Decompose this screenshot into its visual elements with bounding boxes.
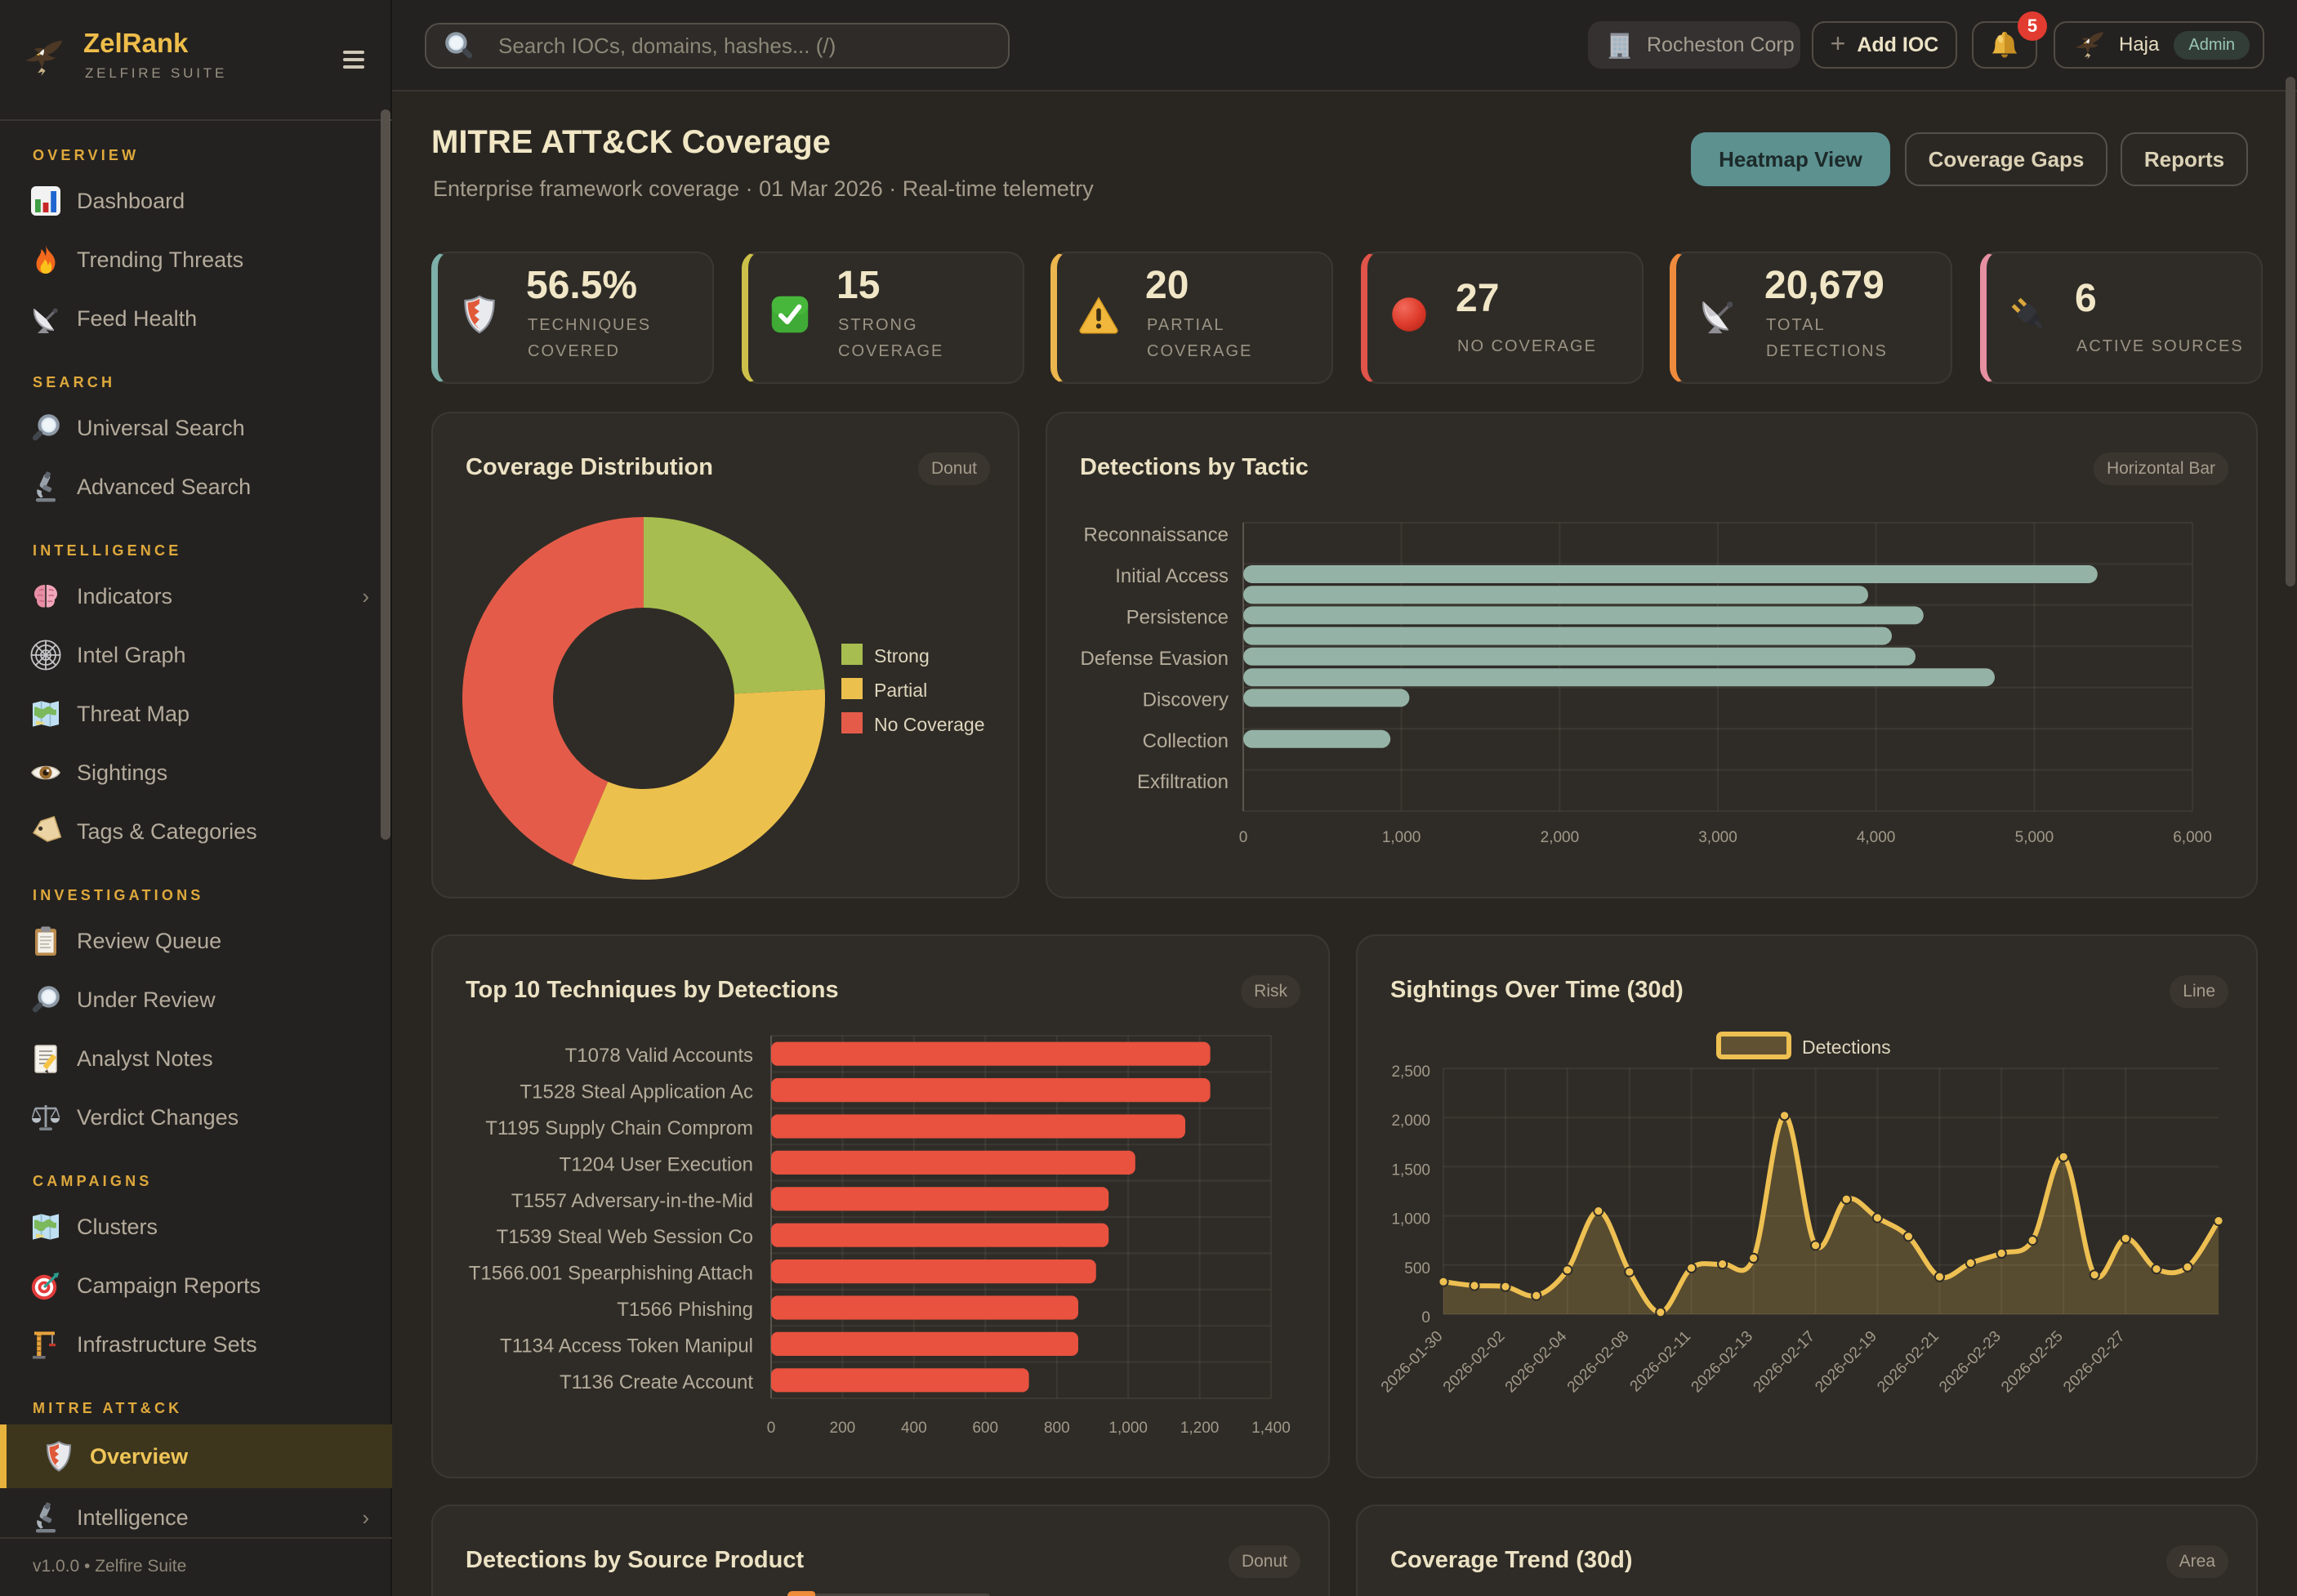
svg-text:2026-02-25: 2026-02-25	[1998, 1328, 2067, 1397]
svg-text:1,000: 1,000	[1108, 1420, 1148, 1437]
svg-text:500: 500	[1404, 1260, 1430, 1277]
svg-text:2026-02-21: 2026-02-21	[1874, 1328, 1942, 1397]
svg-text:T1528 Steal Application Ac: T1528 Steal Application Ac	[520, 1081, 753, 1103]
svg-text:Exfiltration: Exfiltration	[1137, 771, 1229, 793]
svg-text:5,000: 5,000	[2015, 829, 2054, 846]
svg-text:200: 200	[830, 1420, 856, 1437]
svg-text:2026-02-23: 2026-02-23	[1936, 1328, 2005, 1397]
svg-text:2,500: 2,500	[1391, 1063, 1430, 1081]
svg-text:2026-02-19: 2026-02-19	[1812, 1328, 1880, 1397]
svg-text:0: 0	[767, 1420, 776, 1437]
svg-text:Detections: Detections	[1802, 1037, 1891, 1058]
svg-text:1,000: 1,000	[1391, 1211, 1430, 1228]
svg-text:6,000: 6,000	[2173, 829, 2212, 846]
svg-text:T1195 Supply Chain Comprom: T1195 Supply Chain Comprom	[485, 1117, 753, 1139]
svg-text:T1566.001 Spearphishing Attach: T1566.001 Spearphishing Attach	[469, 1263, 753, 1285]
svg-text:Defense Evasion: Defense Evasion	[1081, 648, 1229, 670]
svg-text:2,000: 2,000	[1541, 829, 1580, 846]
svg-text:No Coverage: No Coverage	[874, 714, 985, 735]
svg-text:Reconnaissance: Reconnaissance	[1084, 524, 1229, 546]
svg-text:2,000: 2,000	[1391, 1112, 1430, 1130]
svg-text:2026-02-02: 2026-02-02	[1440, 1328, 1509, 1397]
svg-text:2026-02-11: 2026-02-11	[1627, 1328, 1695, 1396]
svg-text:Persistence: Persistence	[1126, 606, 1229, 628]
svg-text:T1204 User Execution: T1204 User Execution	[560, 1153, 753, 1175]
svg-text:Initial Access: Initial Access	[1115, 565, 1229, 587]
svg-text:0: 0	[1239, 829, 1248, 846]
svg-text:T1134 Access Token Manipul: T1134 Access Token Manipul	[500, 1335, 753, 1357]
svg-text:1,400: 1,400	[1251, 1420, 1291, 1437]
svg-text:T1566 Phishing: T1566 Phishing	[617, 1299, 753, 1321]
svg-text:1,200: 1,200	[1180, 1420, 1220, 1437]
svg-text:3,000: 3,000	[1698, 829, 1737, 846]
svg-text:800: 800	[1044, 1420, 1070, 1437]
svg-text:2026-01-30: 2026-01-30	[1378, 1328, 1447, 1397]
svg-text:Partial: Partial	[874, 680, 927, 701]
svg-text:T1136 Create Account: T1136 Create Account	[560, 1371, 753, 1393]
svg-text:2026-02-27: 2026-02-27	[2060, 1328, 2129, 1397]
svg-text:400: 400	[901, 1420, 927, 1437]
svg-text:T1557 Adversary-in-the-Mid: T1557 Adversary-in-the-Mid	[511, 1190, 753, 1212]
svg-text:Collection: Collection	[1143, 730, 1229, 752]
svg-text:T1078 Valid Accounts: T1078 Valid Accounts	[565, 1045, 753, 1067]
svg-text:600: 600	[972, 1420, 998, 1437]
svg-text:Discovery: Discovery	[1143, 689, 1229, 711]
svg-text:0: 0	[1421, 1309, 1430, 1326]
svg-text:2026-02-17: 2026-02-17	[1751, 1328, 1819, 1397]
svg-text:1,000: 1,000	[1382, 829, 1421, 846]
svg-text:T1539 Steal Web Session Co: T1539 Steal Web Session Co	[497, 1226, 753, 1248]
svg-text:2026-02-04: 2026-02-04	[1502, 1327, 1571, 1396]
svg-text:Strong: Strong	[874, 645, 930, 666]
svg-text:4,000: 4,000	[1857, 829, 1896, 846]
svg-text:1,500: 1,500	[1391, 1161, 1430, 1179]
svg-text:2026-02-08: 2026-02-08	[1564, 1328, 1633, 1397]
svg-text:2026-02-13: 2026-02-13	[1688, 1328, 1757, 1397]
